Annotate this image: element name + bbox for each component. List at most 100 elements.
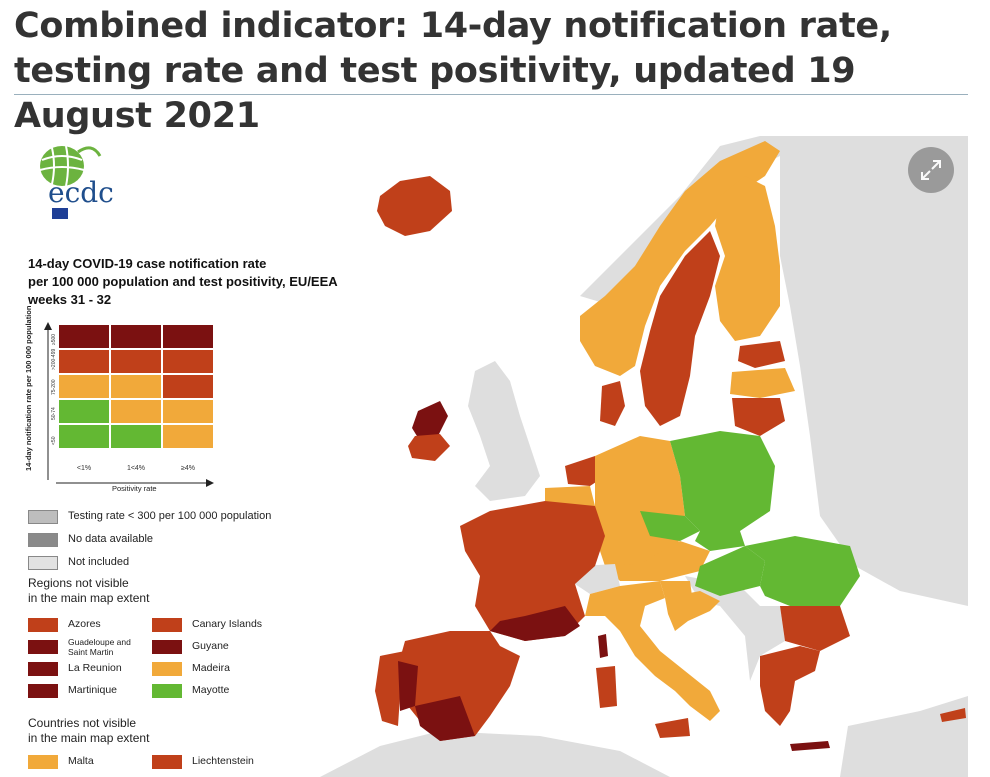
europe-map [300, 136, 968, 777]
region-swatch [28, 618, 58, 632]
legend-title-line: 14-day COVID-19 case notification rate [28, 256, 267, 271]
region-swatch [152, 618, 182, 632]
legend-title-line: per 100 000 population and test positivi… [28, 274, 338, 289]
region-label: Canary Islands [192, 618, 263, 630]
matrix-cell [110, 424, 162, 449]
map-panel[interactable]: ecdc 14-day COVID-19 case notification r… [20, 136, 968, 777]
italy [585, 581, 720, 721]
poland [670, 431, 775, 531]
region-swatch [28, 662, 58, 676]
matrix-x-label: <1% [76, 465, 92, 472]
expand-arrows-icon [921, 160, 941, 180]
legend-swatch [28, 556, 58, 570]
romania [745, 536, 860, 606]
ecdc-logo: ecdc [30, 136, 160, 226]
ireland [412, 401, 448, 441]
matrix-cell [162, 349, 214, 374]
svg-text:ecdc: ecdc [48, 176, 114, 209]
crete [790, 741, 830, 751]
matrix-cell [162, 424, 214, 449]
latvia [730, 368, 795, 398]
matrix-cell [58, 374, 110, 399]
matrix-cell [162, 399, 214, 424]
estonia [738, 341, 785, 368]
x-axis-arrow-icon [56, 479, 214, 487]
matrix-cell [162, 324, 214, 349]
countries-heading: Countries not visible in the main map ex… [28, 716, 149, 746]
ecdc-globe-icon: ecdc [39, 145, 114, 219]
hungary [695, 546, 765, 596]
regions-heading-line: in the main map extent [28, 591, 150, 605]
region-label: Guadeloupe and Saint Martin [68, 637, 131, 657]
region-swatch [28, 684, 58, 698]
sardinia [596, 666, 617, 708]
country-swatch [28, 755, 58, 769]
legend-title-line: weeks 31 - 32 [28, 292, 112, 307]
matrix-x-label: 1<4% [126, 465, 146, 472]
spain-west [398, 661, 418, 711]
matrix-x-axis-title: Positivity rate [112, 484, 157, 493]
czechia [640, 511, 700, 541]
corsica [598, 634, 608, 658]
region-swatch [152, 684, 182, 698]
matrix-x-label: ≥4% [181, 465, 195, 472]
spain-south [415, 696, 475, 741]
y-axis-arrow-icon [44, 322, 52, 480]
matrix-cell [162, 374, 214, 399]
slovakia [695, 531, 745, 551]
legend-swatch [28, 510, 58, 524]
denmark [600, 381, 625, 426]
legend-swatch [28, 533, 58, 547]
region-label: Madeira [192, 662, 230, 674]
matrix-cell [110, 349, 162, 374]
region-label: Guyane [192, 640, 229, 652]
north-africa [320, 731, 670, 777]
legend-label: No data available [68, 533, 154, 545]
matrix-cell [110, 324, 162, 349]
matrix-cell [110, 399, 162, 424]
matrix-y-axis-title: 14-day notification rate per 100 000 pop… [24, 305, 33, 471]
sweden [640, 231, 720, 426]
region-swatch [152, 662, 182, 676]
region-label: Martinique [68, 684, 118, 696]
uk-land [468, 361, 540, 501]
matrix-cell [58, 349, 110, 374]
croatia [665, 591, 720, 631]
france-south [490, 606, 580, 641]
austria [605, 541, 710, 581]
countries-heading-line: Countries not visible [28, 716, 137, 730]
cyprus [940, 708, 966, 722]
finland [715, 176, 780, 341]
lithuania [732, 398, 785, 436]
bulgaria [780, 606, 850, 651]
regions-heading: Regions not visible in the main map exte… [28, 576, 149, 606]
matrix-cell [58, 324, 110, 349]
greece [760, 646, 820, 726]
non-eu-land [780, 136, 968, 777]
title-divider [14, 94, 968, 95]
legend-label: Not included [68, 556, 130, 568]
expand-button[interactable] [908, 147, 954, 193]
region-label: Mayotte [192, 684, 230, 696]
legend-panel [20, 136, 320, 777]
regions-heading-line: Regions not visible [28, 576, 129, 590]
page-title: Combined indicator: 14-day notification … [14, 6, 892, 136]
matrix-cell [58, 424, 110, 449]
matrix-cell [58, 399, 110, 424]
northern-ireland [408, 434, 450, 461]
france [460, 501, 605, 641]
iceland [377, 176, 452, 236]
region-swatch [152, 640, 182, 654]
country-label: Malta [68, 755, 94, 767]
region-label: La Reunion [68, 662, 122, 674]
region-swatch [28, 640, 58, 654]
portugal [375, 651, 405, 726]
legend-label: Testing rate < 300 per 100 000 populatio… [68, 510, 272, 522]
legend-title: 14-day COVID-19 case notification rate p… [28, 255, 408, 309]
region-label: Azores [68, 618, 101, 630]
slovenia [660, 581, 692, 598]
countries-heading-line: in the main map extent [28, 731, 150, 745]
country-label: Liechtenstein [192, 755, 254, 767]
country-swatch [152, 755, 182, 769]
sicily [655, 718, 690, 738]
